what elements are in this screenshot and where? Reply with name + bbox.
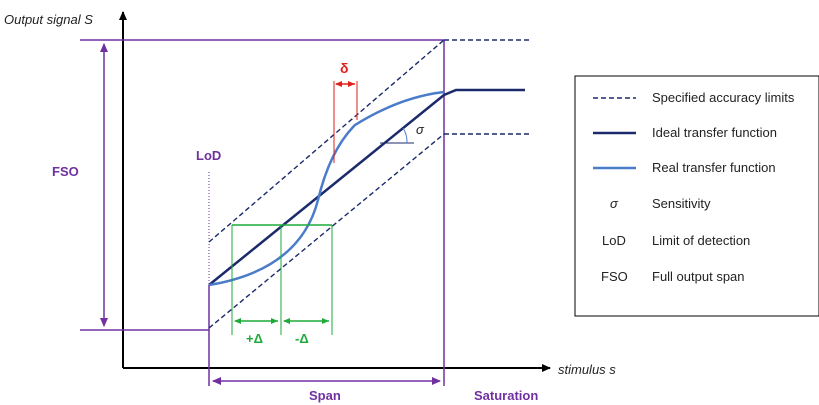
lower-accuracy-limit bbox=[208, 133, 445, 329]
legend: Specified accuracy limits Ideal transfer… bbox=[574, 75, 819, 317]
legend-item-label: Specified accuracy limits bbox=[652, 90, 795, 105]
minus-delta-label: -Δ bbox=[295, 331, 309, 346]
x-axis-label: stimulus s bbox=[558, 362, 616, 377]
legend-lod-symbol: LoD bbox=[602, 233, 626, 248]
legend-sigma-symbol: σ bbox=[610, 196, 619, 211]
legend-fso-symbol: FSO bbox=[601, 269, 628, 284]
real-transfer-function bbox=[208, 90, 445, 287]
span-label: Span bbox=[309, 388, 341, 403]
sigma-label: σ bbox=[416, 122, 425, 137]
saturation-label: Saturation bbox=[474, 388, 538, 403]
fso-label: FSO bbox=[52, 164, 79, 179]
legend-box bbox=[574, 75, 819, 317]
legend-item-label: Real transfer function bbox=[652, 160, 776, 175]
lod-label: LoD bbox=[196, 148, 221, 163]
y-axis-label: Output signal S bbox=[4, 12, 93, 27]
sensitivity-arc bbox=[402, 127, 408, 144]
legend-item-label: Full output span bbox=[652, 269, 745, 284]
upper-accuracy-limit bbox=[208, 39, 445, 243]
legend-item-label: Limit of detection bbox=[652, 233, 750, 248]
plus-delta-label: +Δ bbox=[246, 331, 263, 346]
legend-item-label: Ideal transfer function bbox=[652, 125, 777, 140]
ideal-transfer-function bbox=[208, 88, 525, 286]
delta-label: δ bbox=[340, 60, 349, 76]
legend-item-label: Sensitivity bbox=[652, 196, 711, 211]
